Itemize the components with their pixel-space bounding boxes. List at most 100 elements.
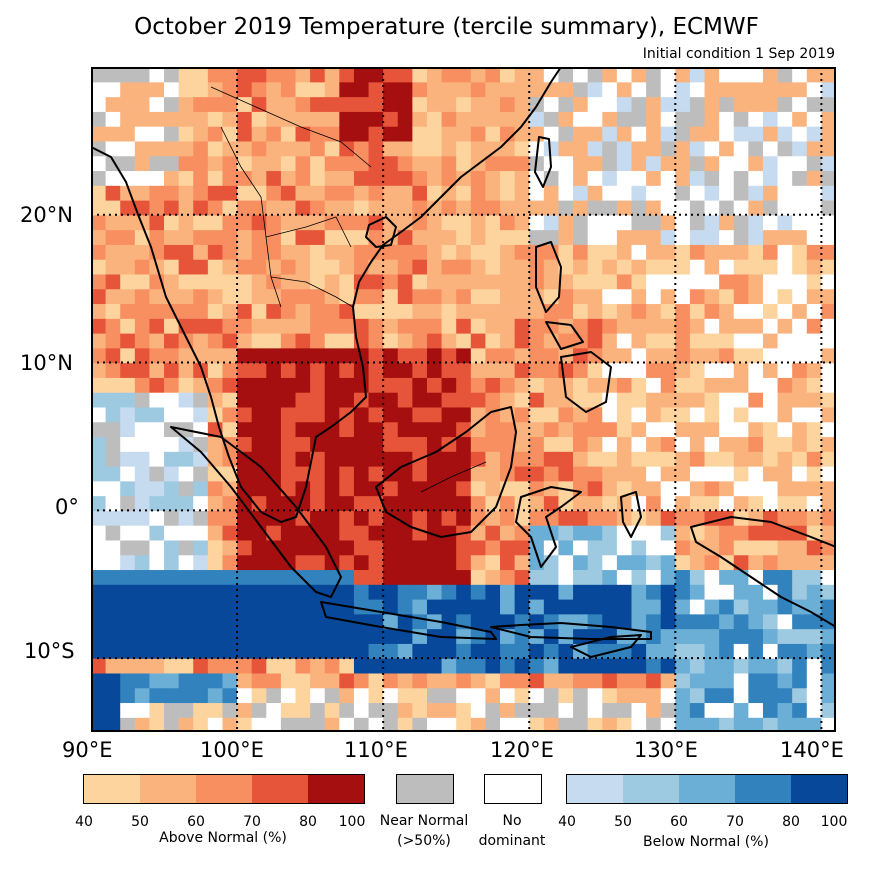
grid-cell [207, 702, 224, 718]
grid-cell [324, 96, 340, 112]
grid-cell [412, 658, 428, 674]
grid-cell [529, 421, 545, 438]
grid-cell [91, 599, 107, 615]
grid-cell [485, 569, 501, 585]
grid-cell [441, 510, 457, 526]
grid-cell [339, 303, 355, 319]
grid-cell [587, 495, 603, 511]
grid-cell [470, 717, 487, 732]
grid-cell [251, 81, 267, 98]
grid-cell [689, 658, 706, 674]
grid-cell [821, 347, 836, 364]
grid-cell [631, 466, 647, 482]
grid-cell [602, 81, 618, 98]
grid-cell [689, 318, 706, 334]
grid-cell [339, 392, 355, 408]
grid-cell [134, 318, 151, 334]
grid-cell [821, 672, 836, 689]
grid-cell [719, 318, 735, 334]
grid-cell [806, 214, 822, 231]
grid-cell [602, 406, 618, 423]
map-area[interactable] [91, 67, 836, 732]
grid-cell [193, 613, 209, 630]
grid-cell [120, 658, 136, 674]
grid-cell [266, 687, 282, 704]
grid-cell [631, 347, 647, 364]
grid-cell [412, 406, 428, 423]
grid-cell [646, 554, 662, 571]
grid-cell [91, 214, 107, 231]
grid-cell [237, 347, 253, 364]
grid-cell [91, 702, 107, 718]
grid-cell [733, 185, 749, 201]
grid-cell [120, 244, 136, 260]
grid-cell [324, 333, 340, 349]
no-dominant-swatch [484, 774, 542, 804]
grid-cell [251, 658, 267, 674]
grid-cell [689, 628, 706, 644]
grid-cell [485, 377, 501, 393]
grid-cell [675, 687, 691, 704]
grid-cell [412, 584, 428, 600]
grid-cell [733, 406, 749, 423]
grid-cell [134, 244, 151, 260]
grid-cell [266, 628, 282, 644]
grid-cell [485, 525, 501, 541]
grid-cell [500, 303, 516, 319]
grid-cell [280, 539, 297, 556]
grid-cell [573, 229, 589, 245]
grid-cell [602, 67, 618, 83]
grid-cell [762, 244, 779, 260]
grid-cell [573, 672, 589, 689]
grid-cell [792, 480, 808, 497]
grid-cell [689, 480, 706, 497]
grid-cell [397, 421, 413, 438]
grid-cell [193, 480, 209, 497]
grid-cell [646, 702, 662, 718]
grid-cell [280, 584, 297, 600]
grid-cell [631, 584, 647, 600]
grid-cell [105, 333, 121, 349]
grid-cell [514, 81, 530, 98]
grid-cell [149, 584, 165, 600]
grid-cell [558, 599, 574, 615]
grid-cell [251, 613, 267, 630]
grid-cell [719, 67, 735, 83]
grid-cell [806, 111, 822, 127]
grid-cell [792, 96, 808, 112]
grid-cell [719, 466, 735, 482]
grid-cell [689, 67, 706, 83]
grid-cell [660, 569, 676, 585]
grid-cell [500, 687, 516, 704]
grid-cell [91, 229, 107, 245]
grid-cell [412, 539, 428, 556]
grid-cell [689, 569, 706, 585]
grid-cell [310, 672, 326, 689]
grid-cell [134, 628, 151, 644]
grid-cell [587, 421, 603, 438]
grid-cell [280, 362, 297, 378]
grid-cell [178, 687, 194, 704]
grid-cell [120, 392, 136, 408]
grid-cell [485, 687, 501, 704]
grid-cell [164, 539, 180, 556]
grid-cell [792, 658, 808, 674]
grid-cell [733, 229, 749, 245]
grid-cell [368, 628, 384, 644]
grid-cell [660, 126, 676, 142]
grid-cell [456, 539, 472, 556]
grid-cell [777, 126, 793, 142]
grid-cell [514, 569, 530, 585]
grid-cell [733, 495, 749, 511]
grid-cell [514, 318, 530, 334]
grid-cell [412, 318, 428, 334]
grid-cell [397, 392, 413, 408]
grid-cell [222, 244, 238, 260]
grid-cell [120, 155, 136, 172]
map-title: October 2019 Temperature (tercile summar… [134, 14, 759, 40]
grid-cell [368, 140, 384, 157]
grid-cell [207, 613, 224, 630]
grid-cell [602, 525, 618, 541]
grid-cell [164, 643, 180, 659]
grid-cell [426, 510, 443, 526]
